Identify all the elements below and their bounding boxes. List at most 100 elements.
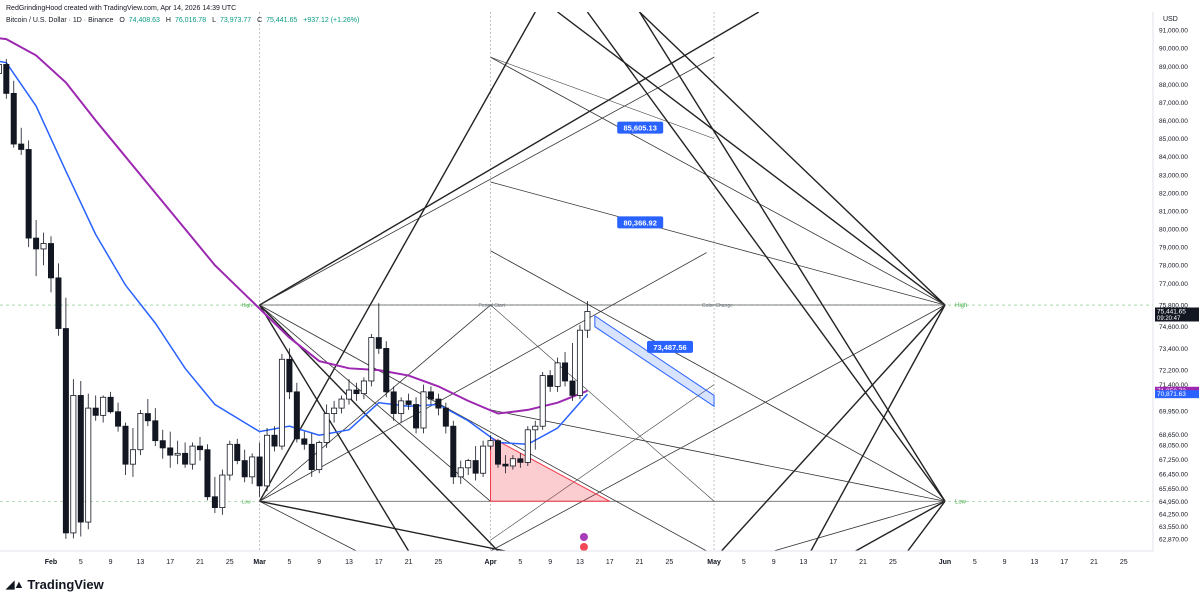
candle-body	[293, 391, 300, 440]
candle	[435, 393, 442, 416]
candle	[293, 382, 300, 443]
candle-body	[360, 380, 367, 395]
candle-body	[100, 396, 107, 416]
close-value: 75,441.65	[266, 17, 298, 24]
x-tick-label: 21	[1090, 559, 1098, 566]
candle	[211, 476, 218, 514]
candle	[278, 353, 285, 450]
x-tick-label: 25	[665, 559, 673, 566]
candle-body	[509, 458, 516, 467]
candle-body	[517, 458, 524, 463]
candle	[413, 397, 420, 434]
candle	[196, 437, 203, 461]
x-tick-label: 25	[435, 559, 443, 566]
fan-line	[720, 304, 946, 551]
lightning-event-icon	[579, 533, 588, 541]
fan-line	[490, 250, 946, 502]
x-tick-label: 17	[829, 559, 837, 566]
y-tick-label: 85,000.00	[1159, 136, 1188, 143]
candle-body	[271, 434, 278, 447]
price-tag-text: 70,871.63	[1157, 391, 1186, 398]
candle-body	[420, 391, 427, 429]
candle-body	[316, 442, 323, 471]
candle	[509, 455, 516, 470]
level-label-left: Low	[242, 499, 252, 505]
candle	[331, 400, 338, 423]
x-tick-label: 21	[405, 559, 413, 566]
fan-line	[773, 500, 946, 551]
candle	[569, 342, 576, 401]
level-label-right: High	[955, 303, 967, 309]
candle-body	[323, 413, 330, 443]
candle	[3, 59, 10, 99]
author-line: RedGrindingHood created with TradingView…	[6, 5, 237, 12]
y-tick-label: 81,000.00	[1159, 208, 1188, 215]
candle-body	[70, 395, 77, 534]
tradingview-brand[interactable]: ◢▲ TradingView	[6, 577, 104, 592]
candle-body	[226, 443, 233, 476]
candle-body	[472, 460, 479, 474]
candle	[420, 384, 427, 434]
candle-body	[554, 362, 561, 387]
x-tick-label: Apr	[485, 559, 497, 566]
fan-line	[907, 500, 946, 551]
low-label: L	[212, 17, 216, 24]
candle-body	[152, 420, 159, 442]
candle	[457, 460, 464, 485]
candle	[487, 435, 494, 450]
projection-box	[594, 314, 715, 408]
y-tick-label: 67,250.00	[1159, 457, 1188, 464]
candle-body	[450, 425, 457, 478]
candle-body	[174, 452, 181, 456]
x-tick-label: 5	[287, 559, 291, 566]
y-tick-label: 86,000.00	[1159, 118, 1188, 125]
y-tick-label: 62,870.00	[1159, 536, 1188, 543]
candle	[264, 428, 271, 492]
red-triangle-shape	[490, 436, 610, 502]
x-tick-label: 5	[518, 559, 522, 566]
fan-line	[810, 304, 946, 551]
y-tick-label: 65,650.00	[1159, 486, 1188, 493]
candle-body	[256, 456, 263, 487]
candle-body	[40, 243, 47, 250]
candle-body	[278, 358, 285, 447]
candle-body	[532, 425, 539, 431]
candle-body	[480, 445, 487, 474]
candle	[219, 469, 226, 515]
candle	[152, 408, 159, 447]
candle-body	[435, 398, 442, 409]
candle	[226, 440, 233, 481]
candle-body	[427, 391, 434, 400]
price-tag	[1155, 390, 1199, 399]
candle-body	[562, 362, 569, 382]
candle	[62, 297, 69, 539]
candle	[144, 399, 151, 427]
fan-line	[639, 12, 946, 306]
candle	[25, 140, 32, 248]
x-tick-label: 17	[606, 559, 614, 566]
x-tick-label: 13	[345, 559, 353, 566]
candle	[383, 341, 390, 398]
fan-line	[259, 12, 760, 306]
candle-body	[137, 413, 144, 451]
y-tick-label: 82,000.00	[1159, 190, 1188, 197]
candle-body	[286, 358, 293, 393]
x-tick-label: 9	[317, 559, 321, 566]
candle	[271, 426, 278, 452]
candle	[137, 409, 144, 456]
candle	[562, 352, 569, 387]
x-tick-label: 5	[79, 559, 83, 566]
currency-label: USD	[1163, 16, 1178, 23]
candle	[174, 440, 181, 465]
candle-body	[308, 443, 315, 471]
x-tick-label: 5	[973, 559, 977, 566]
candle	[316, 440, 323, 474]
y-tick-label: 72,200.00	[1159, 368, 1188, 375]
candle	[584, 301, 591, 339]
fan-line	[557, 12, 946, 306]
candle	[70, 379, 77, 539]
candle	[450, 420, 457, 485]
level-annotation: Period Start	[479, 303, 506, 309]
